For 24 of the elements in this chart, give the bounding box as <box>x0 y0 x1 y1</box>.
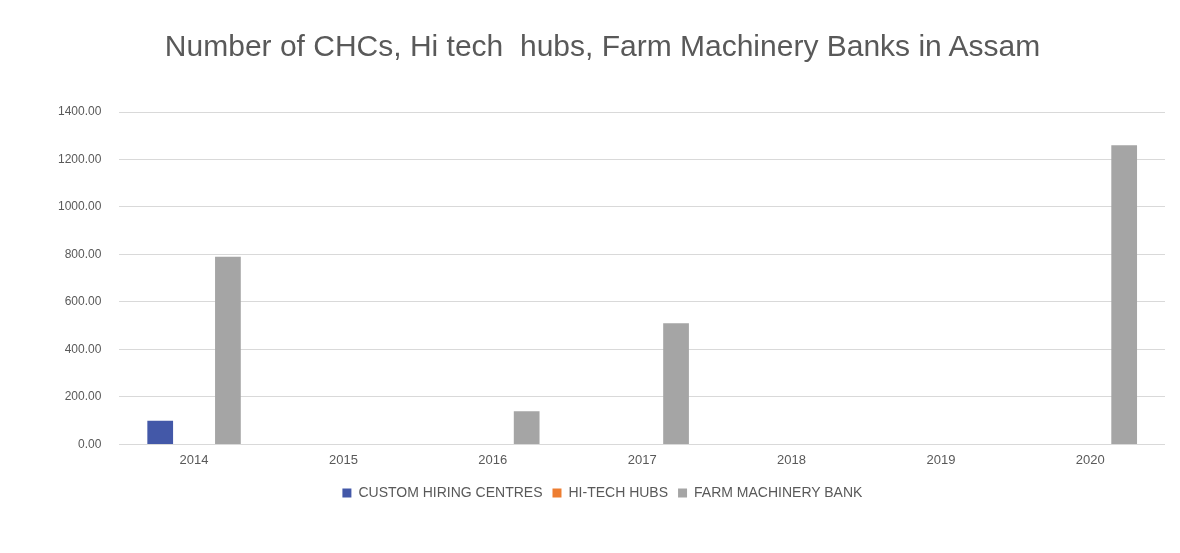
y-tick-label: 1000.00 <box>57 199 102 214</box>
y-tick-label: 0.00 <box>78 436 102 451</box>
legend-label: CUSTOM HIRING CENTRES <box>358 483 543 500</box>
bar <box>215 256 241 444</box>
x-tick-label: 2017 <box>627 451 657 467</box>
legend-label: HI-TECH HUBS <box>568 483 669 500</box>
y-tick-label: 1400.00 <box>57 104 102 119</box>
x-tick-label: 2018 <box>777 451 807 467</box>
x-tick-label: 2015 <box>328 451 358 467</box>
bar <box>147 420 174 444</box>
x-tick-label: 2014 <box>179 451 209 467</box>
y-tick-label: 400.00 <box>64 341 102 356</box>
y-tick-label: 600.00 <box>64 294 102 309</box>
legend-label: FARM MACHINERY BANK <box>694 483 863 500</box>
chart-title: Number of CHCs, Hi tech hubs, Farm Machinery Banks in Assam <box>164 29 1041 63</box>
bar <box>1111 145 1138 444</box>
x-tick-label: 2016 <box>478 451 508 467</box>
x-tick-label: 2019 <box>926 451 956 467</box>
y-tick-label: 200.00 <box>64 389 102 404</box>
y-tick-label: 1200.00 <box>57 151 102 166</box>
y-tick-label: 800.00 <box>64 246 102 261</box>
x-tick-label: 2020 <box>1075 451 1105 467</box>
bar <box>663 323 689 444</box>
bar <box>513 411 540 444</box>
